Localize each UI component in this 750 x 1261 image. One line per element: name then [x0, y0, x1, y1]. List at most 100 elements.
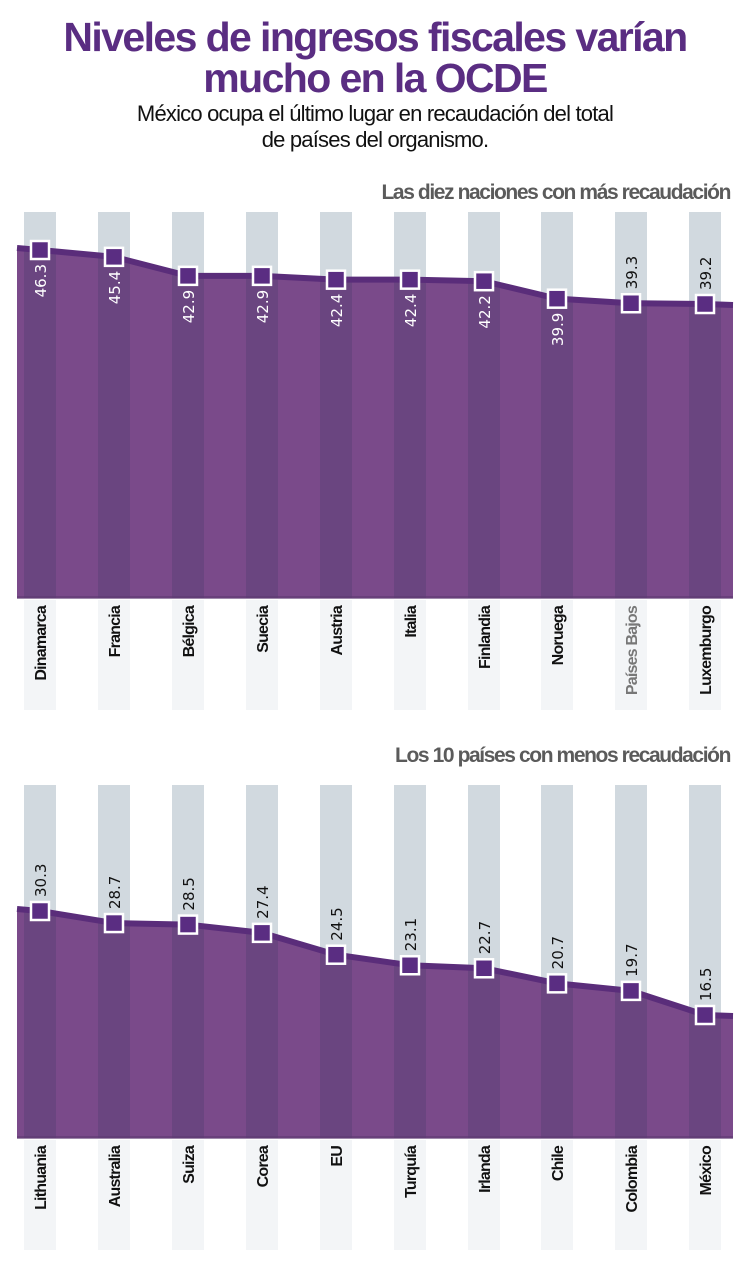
- category-label: Suiza: [181, 1145, 198, 1184]
- value-label: 42.9: [254, 290, 272, 323]
- value-label: 39.3: [623, 256, 641, 289]
- data-point-marker: [694, 1004, 716, 1026]
- label-stripe: [246, 600, 278, 710]
- label-stripe: [172, 600, 204, 710]
- data-point-marker: [325, 944, 347, 965]
- label-stripe: [320, 1140, 352, 1250]
- value-label: 42.9: [180, 290, 198, 323]
- chart-top-ten: 46.3 Dinamarca 45.4 Francia 42.9 Bélgica 42.9 S…: [0, 205, 750, 735]
- data-point-marker: [473, 958, 495, 979]
- subtitle-line-2: de países del organismo.: [261, 127, 489, 152]
- label-stripe: [689, 600, 721, 710]
- area-column: [320, 248, 352, 598]
- category-label: Lithuania: [33, 1145, 50, 1210]
- data-point-marker: [177, 914, 199, 935]
- label-stripe: [172, 1140, 204, 1250]
- value-label: 28.5: [180, 877, 198, 910]
- area-column: [246, 248, 278, 598]
- category-label: Australia: [107, 1145, 124, 1207]
- value-label: 46.3: [32, 264, 50, 297]
- value-label: 45.4: [106, 271, 124, 304]
- data-point-marker: [251, 922, 273, 944]
- value-label: 42.4: [328, 294, 346, 327]
- category-label: Países Bajos: [624, 605, 641, 695]
- value-label: 27.4: [254, 885, 272, 918]
- area-column: [394, 248, 426, 598]
- trend-line: [16, 906, 734, 1019]
- category-label: Colombia: [624, 1145, 641, 1212]
- data-point-marker: [399, 955, 421, 976]
- value-label: 39.2: [697, 257, 715, 290]
- area-column: [24, 248, 56, 598]
- chart-bottom-ten: 30.3 Lithuania 28.7 Australia 28.5 Suiza 27.4 C…: [0, 778, 750, 1261]
- category-label: Turquía: [403, 1145, 420, 1198]
- data-point-marker: [177, 265, 199, 287]
- category-label: Dinamarca: [33, 605, 50, 681]
- label-stripe: [394, 600, 426, 710]
- value-label: 19.7: [623, 943, 641, 976]
- label-stripe: [246, 1140, 278, 1250]
- value-label: 16.5: [697, 968, 715, 1001]
- category-label: Italia: [403, 605, 420, 638]
- category-label: Finlandia: [477, 605, 494, 669]
- category-label: Corea: [255, 1145, 272, 1187]
- value-label: 28.7: [106, 876, 124, 909]
- category-label: Bélgica: [181, 605, 198, 657]
- label-stripe: [98, 1140, 130, 1250]
- data-point-marker: [546, 288, 568, 309]
- label-stripe: [541, 1140, 573, 1250]
- trend-line: [16, 245, 734, 308]
- label-stripe: [468, 1140, 500, 1250]
- chart-1-title: Las diez naciones con más recaudación: [381, 181, 731, 204]
- title-line-1: Niveles de ingresos fiscales varían: [63, 14, 688, 60]
- data-point-marker: [103, 246, 125, 268]
- data-point-marker: [399, 269, 421, 290]
- label-stripe: [689, 1140, 721, 1250]
- value-label: 24.5: [328, 907, 346, 940]
- area-column: [24, 909, 56, 1138]
- label-stripe: [615, 1140, 647, 1250]
- data-point-marker: [29, 900, 51, 922]
- category-label: Chile: [550, 1145, 567, 1181]
- data-point-marker: [473, 270, 495, 292]
- category-label: Austria: [329, 605, 346, 655]
- label-stripe: [394, 1140, 426, 1250]
- category-label: Suecia: [255, 605, 272, 653]
- data-point-marker: [694, 293, 716, 315]
- category-label: México: [698, 1145, 715, 1195]
- value-label: 30.3: [32, 864, 50, 897]
- value-label: 23.1: [402, 918, 420, 951]
- area-column: [98, 909, 130, 1138]
- area-column: [468, 248, 500, 598]
- chart-2-title: Los 10 países con menos recaudación: [395, 744, 731, 767]
- value-label: 42.2: [476, 295, 494, 328]
- chart-bottom-ten-svg: 30.3 Lithuania 28.7 Australia 28.5 Suiza 27.4 C…: [16, 785, 734, 1250]
- title-line-2: mucho en la OCDE: [203, 55, 548, 101]
- subtitle-line-1: México ocupa el último lugar en recaudac…: [136, 101, 614, 126]
- data-point-marker: [620, 292, 642, 314]
- label-stripe: [615, 600, 647, 710]
- data-point-marker: [546, 973, 568, 994]
- label-stripe: [468, 600, 500, 710]
- label-stripe: [320, 600, 352, 710]
- category-label: Francia: [107, 605, 124, 657]
- area-column: [172, 909, 204, 1138]
- data-point-marker: [620, 980, 642, 1002]
- value-label: 42.4: [402, 294, 420, 327]
- area-column: [172, 248, 204, 598]
- value-label: 39.9: [549, 313, 567, 346]
- category-label: EU: [329, 1146, 346, 1167]
- value-label: 20.7: [549, 936, 567, 969]
- category-label: Noruega: [550, 605, 567, 665]
- area-column: [246, 909, 278, 1138]
- label-stripe: [98, 600, 130, 710]
- category-label: Luxemburgo: [698, 605, 715, 695]
- label-stripe: [541, 600, 573, 710]
- chart-top-ten-svg: 46.3 Dinamarca 45.4 Francia 42.9 Bélgica 42.9 S…: [16, 212, 734, 710]
- label-stripe: [24, 600, 56, 710]
- label-stripe: [24, 1140, 56, 1250]
- data-point-marker: [29, 239, 51, 261]
- area-column: [98, 248, 130, 598]
- data-point-marker: [325, 269, 347, 290]
- value-label: 22.7: [476, 921, 494, 954]
